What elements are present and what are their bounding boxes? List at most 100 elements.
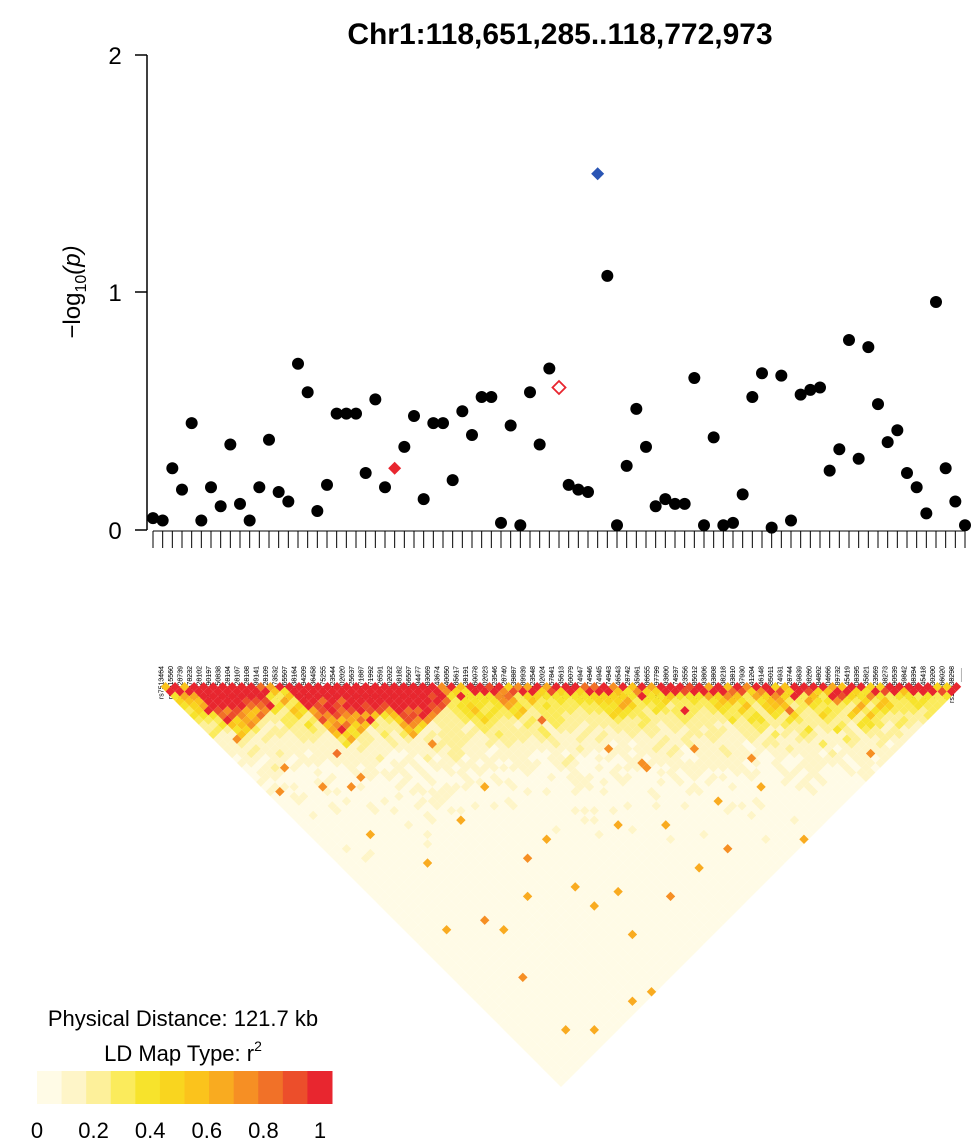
- data-point: [330, 407, 343, 420]
- ld-cell: [456, 901, 466, 911]
- ld-cell: [656, 901, 666, 911]
- ld-cell: [727, 839, 738, 849]
- ld-cell: [499, 743, 509, 754]
- ld-cell: [480, 848, 490, 859]
- ld-cell: [475, 939, 485, 949]
- ld-cell: [403, 753, 414, 763]
- ld-cell: [337, 734, 347, 744]
- ld-cell: [661, 763, 671, 773]
- ld-cell: [403, 829, 414, 840]
- ld-cell: [651, 734, 662, 744]
- ld-cell: [294, 767, 304, 778]
- ld-cell: [318, 782, 328, 792]
- ld-cell: [794, 763, 804, 773]
- ld-cell: [813, 734, 824, 744]
- ld-cell: [365, 886, 376, 897]
- ld-cell: [432, 820, 442, 830]
- ld-cell: [541, 1053, 552, 1064]
- ld-cell: [751, 796, 762, 806]
- ld-cell: [732, 863, 743, 873]
- ld-cell: [327, 724, 338, 735]
- ld-cell: [422, 915, 433, 925]
- data-point: [446, 474, 459, 487]
- ld-cell: [918, 686, 928, 697]
- ld-cell: [308, 753, 318, 763]
- ld-cell: [399, 691, 409, 702]
- ld-cell: [499, 905, 509, 916]
- ld-cell: [432, 934, 442, 945]
- ld-cell: [703, 824, 714, 835]
- ld-cell: [494, 777, 504, 787]
- scale-label: 0.6: [192, 1118, 223, 1143]
- ld-cell: [389, 910, 399, 921]
- ld-cell: [551, 1063, 561, 1073]
- ld-cell: [575, 972, 585, 983]
- ld-cell: [599, 796, 609, 806]
- ld-cell: [360, 863, 371, 873]
- ld-cell: [551, 1072, 561, 1083]
- ld-cell: [275, 777, 285, 787]
- ld-cell: [818, 767, 828, 778]
- ld-cell: [279, 743, 290, 754]
- ld-cell: [494, 786, 504, 797]
- ld-cell: [494, 929, 504, 940]
- ld-cell: [413, 877, 423, 887]
- ld-cell: [622, 896, 633, 906]
- ld-cell: [475, 701, 485, 711]
- ld-cell: [408, 920, 419, 930]
- ld-cell: [684, 882, 695, 892]
- ld-cell: [408, 701, 419, 711]
- ld-cell: [451, 953, 461, 964]
- ld-cell: [580, 863, 590, 873]
- ld-cell: [703, 691, 714, 702]
- ld-cell: [484, 758, 495, 768]
- ld-cell: [418, 786, 428, 797]
- ld-cell: [322, 786, 333, 797]
- ld-cell: [508, 686, 519, 697]
- ld-cell: [437, 853, 447, 864]
- ld-cell: [503, 815, 514, 825]
- data-point: [456, 405, 469, 418]
- data-point: [398, 440, 411, 453]
- ld-cell: [499, 705, 509, 716]
- ld-cell: [808, 767, 819, 778]
- ld-cell: [675, 710, 685, 721]
- ld-cell: [194, 686, 204, 697]
- ld-cell: [327, 791, 338, 802]
- ld-cell: [222, 696, 233, 706]
- ld-cell: [494, 882, 504, 892]
- ld-cell: [889, 705, 900, 716]
- ld-cell: [594, 820, 604, 830]
- scale-label: 0.8: [248, 1118, 279, 1143]
- ld-cell: [613, 772, 623, 783]
- ld-cell: [465, 739, 476, 749]
- ld-cell: [584, 1001, 595, 1011]
- ld-cell: [632, 724, 642, 735]
- ld-cell: [394, 905, 404, 916]
- ld-cell: [432, 763, 442, 773]
- ld-cell: [403, 839, 414, 849]
- ld-cell: [680, 743, 690, 754]
- data-point: [804, 383, 817, 396]
- snp-label: rs7535961: [635, 666, 642, 699]
- ld-cell: [661, 925, 671, 935]
- ld-cell: [851, 696, 862, 706]
- ld-cell: [499, 772, 509, 783]
- ld-cell: [889, 696, 900, 706]
- snp-label: rs6428744: [787, 666, 794, 699]
- ld-cell: [522, 967, 533, 978]
- ld-cell: [765, 801, 776, 811]
- ld-cell: [394, 896, 404, 906]
- ld-cell: [475, 986, 485, 997]
- ld-cell: [308, 782, 318, 792]
- ld-cell: [813, 715, 824, 725]
- ld-cell: [846, 720, 857, 730]
- ld-cell: [198, 691, 209, 702]
- data-point: [543, 362, 556, 375]
- y-tick-label-1: 1: [108, 280, 121, 307]
- ld-cell: [503, 1006, 514, 1016]
- ld-cell: [294, 777, 304, 787]
- ld-cell: [389, 739, 399, 749]
- ld-cell: [456, 805, 466, 816]
- ld-cell: [680, 791, 690, 802]
